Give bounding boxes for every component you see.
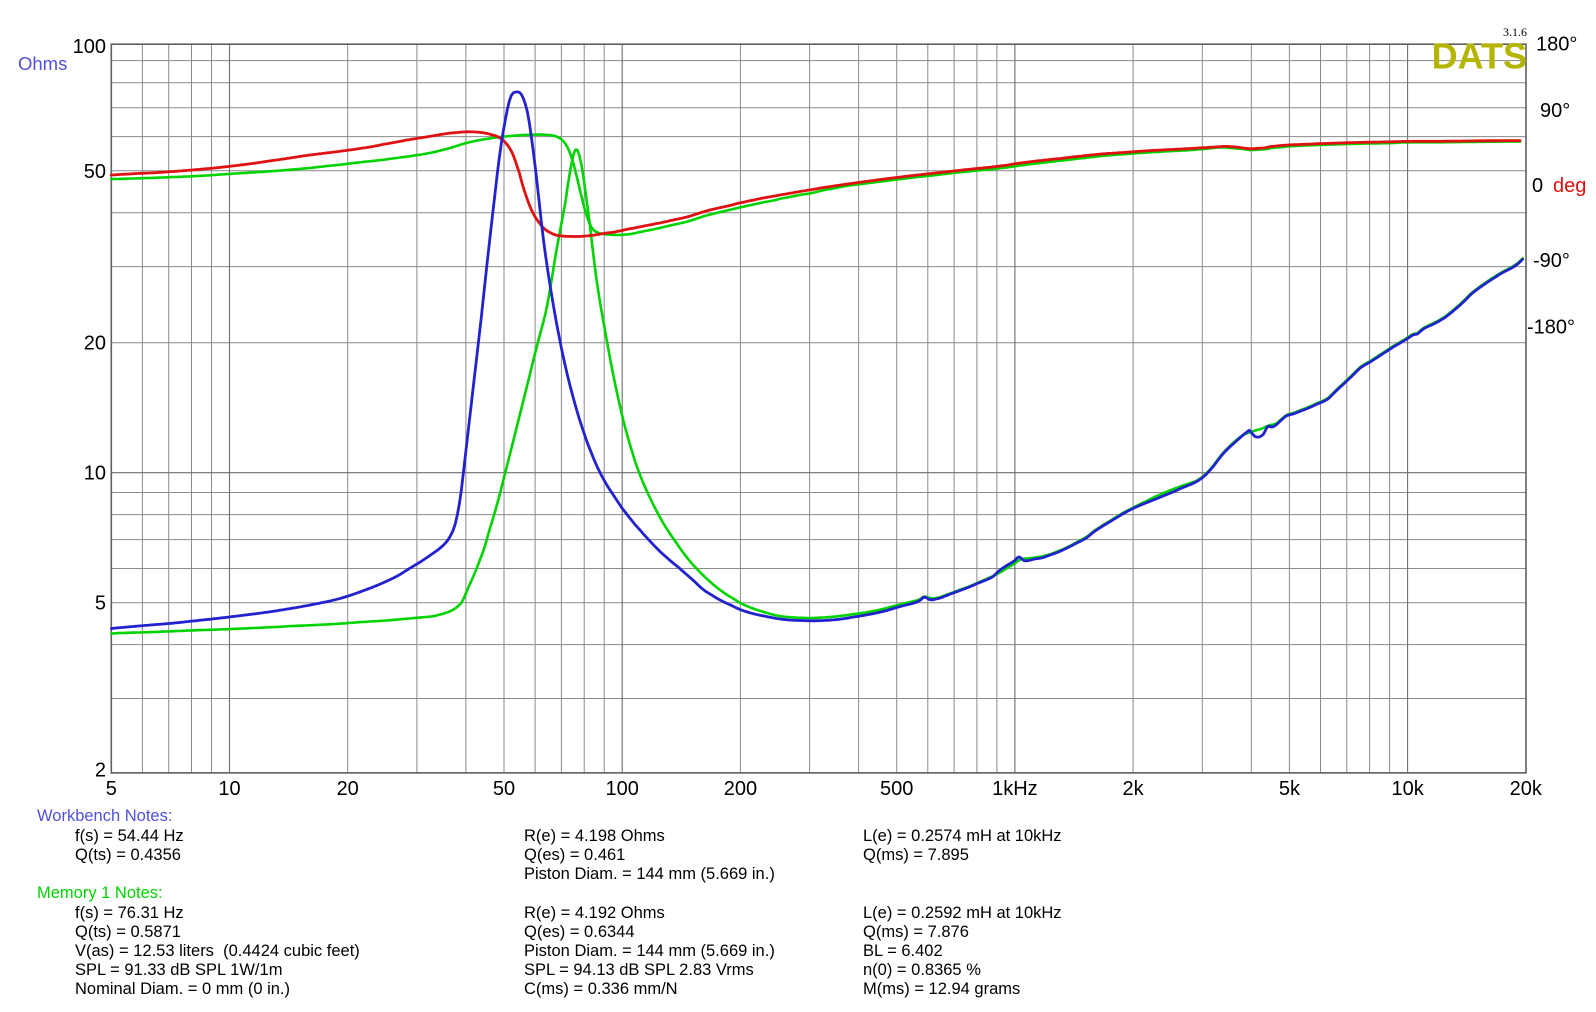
svg-text:Memory 1 Notes:: Memory 1 Notes: — [37, 884, 163, 902]
svg-text:20: 20 — [84, 333, 106, 355]
svg-text:Q(ms) = 7.895: Q(ms) = 7.895 — [863, 846, 969, 864]
svg-text:100: 100 — [73, 36, 106, 58]
svg-text:Nominal Diam. = 0 mm (0 in.): Nominal Diam. = 0 mm (0 in.) — [75, 980, 290, 998]
svg-text:3.1.6: 3.1.6 — [1503, 25, 1527, 39]
svg-text:0: 0 — [1532, 175, 1543, 197]
svg-text:Q(es) = 0.6344: Q(es) = 0.6344 — [524, 923, 635, 941]
svg-text:SPL = 91.33 dB SPL 1W/1m: SPL = 91.33 dB SPL 1W/1m — [75, 961, 282, 979]
svg-text:Workbench Notes:: Workbench Notes: — [37, 807, 172, 825]
svg-text:90°: 90° — [1540, 100, 1570, 122]
svg-text:Piston Diam. = 144 mm (5.669 i: Piston Diam. = 144 mm (5.669 in.) — [524, 865, 775, 883]
svg-text:20: 20 — [337, 778, 359, 800]
svg-text:n(0) = 0.8365 %: n(0) = 0.8365 % — [863, 961, 981, 979]
svg-text:100: 100 — [606, 778, 639, 800]
svg-text:Q(ts) = 0.5871: Q(ts) = 0.5871 — [75, 923, 181, 941]
svg-text:L(e) = 0.2574 mH at 10kHz: L(e) = 0.2574 mH at 10kHz — [863, 827, 1062, 845]
svg-text:f(s) = 54.44 Hz: f(s) = 54.44 Hz — [75, 827, 184, 845]
svg-text:50: 50 — [84, 161, 106, 183]
svg-text:5k: 5k — [1279, 778, 1301, 800]
svg-text:deg: deg — [1553, 175, 1586, 197]
svg-text:500: 500 — [880, 778, 913, 800]
svg-text:V(as) = 12.53 liters (0.4424: V(as) = 12.53 liters (0.4424 cubic feet) — [75, 942, 360, 960]
svg-text:2: 2 — [95, 759, 106, 781]
svg-text:R(e) = 4.198 Ohms: R(e) = 4.198 Ohms — [524, 827, 665, 845]
svg-text:L(e) = 0.2592 mH at 10kHz: L(e) = 0.2592 mH at 10kHz — [863, 904, 1062, 922]
svg-text:C(ms) = 0.336 mm/N: C(ms) = 0.336 mm/N — [524, 980, 678, 998]
svg-text:10: 10 — [218, 778, 240, 800]
svg-text:-180°: -180° — [1527, 317, 1575, 339]
svg-text:R(e) = 4.192 Ohms: R(e) = 4.192 Ohms — [524, 904, 665, 922]
svg-text:10: 10 — [84, 463, 106, 485]
svg-text:5: 5 — [95, 593, 106, 615]
svg-text:5: 5 — [106, 778, 117, 800]
svg-text:f(s) = 76.31 Hz: f(s) = 76.31 Hz — [75, 904, 184, 922]
svg-text:1kHz: 1kHz — [992, 778, 1038, 800]
svg-text:10k: 10k — [1391, 778, 1424, 800]
svg-text:-90°: -90° — [1533, 250, 1570, 272]
svg-text:Ohms: Ohms — [18, 53, 67, 74]
svg-text:Q(es) = 0.461: Q(es) = 0.461 — [524, 846, 625, 864]
svg-text:2k: 2k — [1123, 778, 1145, 800]
svg-text:SPL = 94.13 dB SPL 2.83 Vrms: SPL = 94.13 dB SPL 2.83 Vrms — [524, 961, 754, 979]
svg-text:Q(ts) = 0.4356: Q(ts) = 0.4356 — [75, 846, 181, 864]
svg-text:200: 200 — [724, 778, 757, 800]
svg-text:M(ms) = 12.94 grams: M(ms) = 12.94 grams — [863, 980, 1020, 998]
svg-text:Q(ms) = 7.876: Q(ms) = 7.876 — [863, 923, 969, 941]
svg-text:180°: 180° — [1536, 34, 1577, 56]
svg-text:20k: 20k — [1510, 778, 1543, 800]
svg-text:50: 50 — [493, 778, 515, 800]
svg-text:DATS: DATS — [1432, 36, 1527, 77]
svg-text:BL = 6.402: BL = 6.402 — [863, 942, 943, 960]
svg-text:Piston Diam. = 144 mm (5.669 i: Piston Diam. = 144 mm (5.669 in.) — [524, 942, 775, 960]
